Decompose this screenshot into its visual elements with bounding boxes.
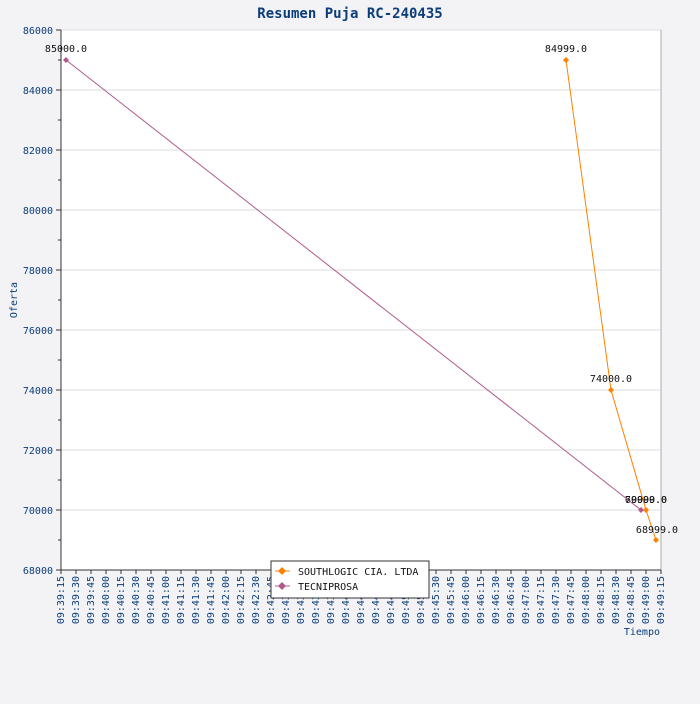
x-tick-label: 09:42:15 bbox=[236, 576, 247, 624]
data-label: 85000.0 bbox=[45, 44, 87, 55]
x-tick-label: 09:41:45 bbox=[206, 576, 217, 624]
x-tick-label: 09:48:30 bbox=[611, 576, 622, 624]
series-tecniprosa: 85000.0 70000.0 bbox=[45, 44, 667, 513]
x-tick-label: 09:41:00 bbox=[161, 576, 172, 624]
x-tick-label: 09:39:30 bbox=[71, 576, 82, 624]
x-tick-label: 09:40:15 bbox=[116, 576, 127, 624]
series-line bbox=[565, 59, 657, 541]
y-tick-label: 84000 bbox=[23, 86, 53, 97]
data-label: 74000.0 bbox=[590, 374, 632, 385]
x-tick-label: 09:44:00 bbox=[341, 576, 352, 624]
series-line bbox=[65, 59, 642, 511]
x-tick-label: 09:47:00 bbox=[521, 576, 532, 624]
x-tick-label: 09:44:45 bbox=[386, 576, 397, 624]
x-tick-label: 09:40:00 bbox=[101, 576, 112, 624]
data-point bbox=[563, 57, 569, 64]
legend-label: TECNIPROSA bbox=[298, 582, 358, 593]
y-tick-label: 68000 bbox=[23, 566, 53, 577]
x-tick-label: 09:43:30 bbox=[311, 576, 322, 624]
x-tick-label: 09:42:00 bbox=[221, 576, 232, 624]
plot-area bbox=[60, 29, 662, 571]
x-tick-label: 09:41:30 bbox=[191, 576, 202, 624]
x-tick-label: 09:42:30 bbox=[251, 576, 262, 624]
y-tick-label: 78000 bbox=[23, 266, 53, 277]
x-tick-label: 09:43:45 bbox=[326, 576, 337, 624]
legend-swatch-marker bbox=[278, 567, 286, 575]
legend-label: SOUTHLOGIC CIA. LTDA bbox=[298, 567, 418, 578]
x-tick-label: 09:41:15 bbox=[176, 576, 187, 624]
x-tick-label: 09:40:45 bbox=[146, 576, 157, 624]
x-tick-label: 09:47:15 bbox=[536, 576, 547, 624]
x-tick-label: 09:45:00 bbox=[401, 576, 412, 624]
x-tick-label: 09:49:00 bbox=[641, 576, 652, 624]
x-tick-label: 09:45:15 bbox=[416, 576, 427, 624]
series-southlogic: 84999.0 74000.0 69999.0 68999.0 bbox=[545, 44, 678, 544]
x-tick-label: 09:45:30 bbox=[431, 576, 442, 624]
y-tick-label: 86000 bbox=[23, 26, 53, 37]
axes: 68000 70000 72000 74000 76000 78000 80000 82000… bbox=[23, 26, 667, 624]
x-tick-label: 09:48:00 bbox=[581, 576, 592, 624]
x-tick-label: 09:42:45 bbox=[266, 576, 277, 624]
y-tick-label: 72000 bbox=[23, 446, 53, 457]
x-tick-label: 09:48:45 bbox=[626, 576, 637, 624]
series-group: 84999.0 74000.0 69999.0 68999.0 85000.0 70000… bbox=[45, 44, 678, 544]
x-tick-label: 09:43:00 bbox=[281, 576, 292, 624]
y-tick-label: 80000 bbox=[23, 206, 53, 217]
data-label: 68999.0 bbox=[636, 525, 678, 536]
legend-box bbox=[270, 560, 430, 599]
x-axis-title: Tiempo bbox=[624, 627, 660, 638]
x-tick-label: 09:46:00 bbox=[461, 576, 472, 624]
x-tick-label: 09:44:15 bbox=[356, 576, 367, 624]
x-tick-label: 09:49:15 bbox=[656, 576, 667, 624]
data-label: 69999.0 bbox=[625, 495, 667, 506]
x-tick-label: 09:46:15 bbox=[476, 576, 487, 624]
y-tick-label: 76000 bbox=[23, 326, 53, 337]
data-point bbox=[653, 537, 659, 544]
x-tick-label: 09:43:15 bbox=[296, 576, 307, 624]
x-tick-label: 09:46:45 bbox=[506, 576, 517, 624]
y-tick-label: 82000 bbox=[23, 146, 53, 157]
x-tick-label: 09:44:30 bbox=[371, 576, 382, 624]
y-tick-label: 74000 bbox=[23, 386, 53, 397]
data-label: 70000.0 bbox=[625, 495, 667, 506]
data-point bbox=[63, 57, 69, 63]
data-label: 84999.0 bbox=[545, 44, 587, 55]
legend-items: SOUTHLOGIC CIA. LTDA TECNIPROSA bbox=[275, 567, 418, 593]
data-point bbox=[638, 507, 644, 513]
x-tick-label: 09:47:30 bbox=[551, 576, 562, 624]
grid-lines bbox=[61, 29, 661, 571]
y-tick-label: 70000 bbox=[23, 506, 53, 517]
x-tick-label: 09:47:45 bbox=[566, 576, 577, 624]
legend-swatch-marker bbox=[278, 582, 286, 590]
chart-title: Resumen Puja RC-240435 bbox=[257, 6, 442, 22]
data-point bbox=[643, 507, 649, 513]
x-tick-label: 09:39:15 bbox=[56, 576, 67, 624]
x-tick-label: 09:45:45 bbox=[446, 576, 457, 624]
x-tick-label: 09:40:30 bbox=[131, 576, 142, 624]
x-tick-label: 09:46:30 bbox=[491, 576, 502, 624]
legend: SOUTHLOGIC CIA. LTDA TECNIPROSA bbox=[270, 560, 430, 599]
x-tick-label: 09:48:15 bbox=[596, 576, 607, 624]
y-axis-title: Oferta bbox=[9, 282, 20, 318]
x-tick-label: 09:39:45 bbox=[86, 576, 97, 624]
data-point bbox=[608, 387, 614, 393]
